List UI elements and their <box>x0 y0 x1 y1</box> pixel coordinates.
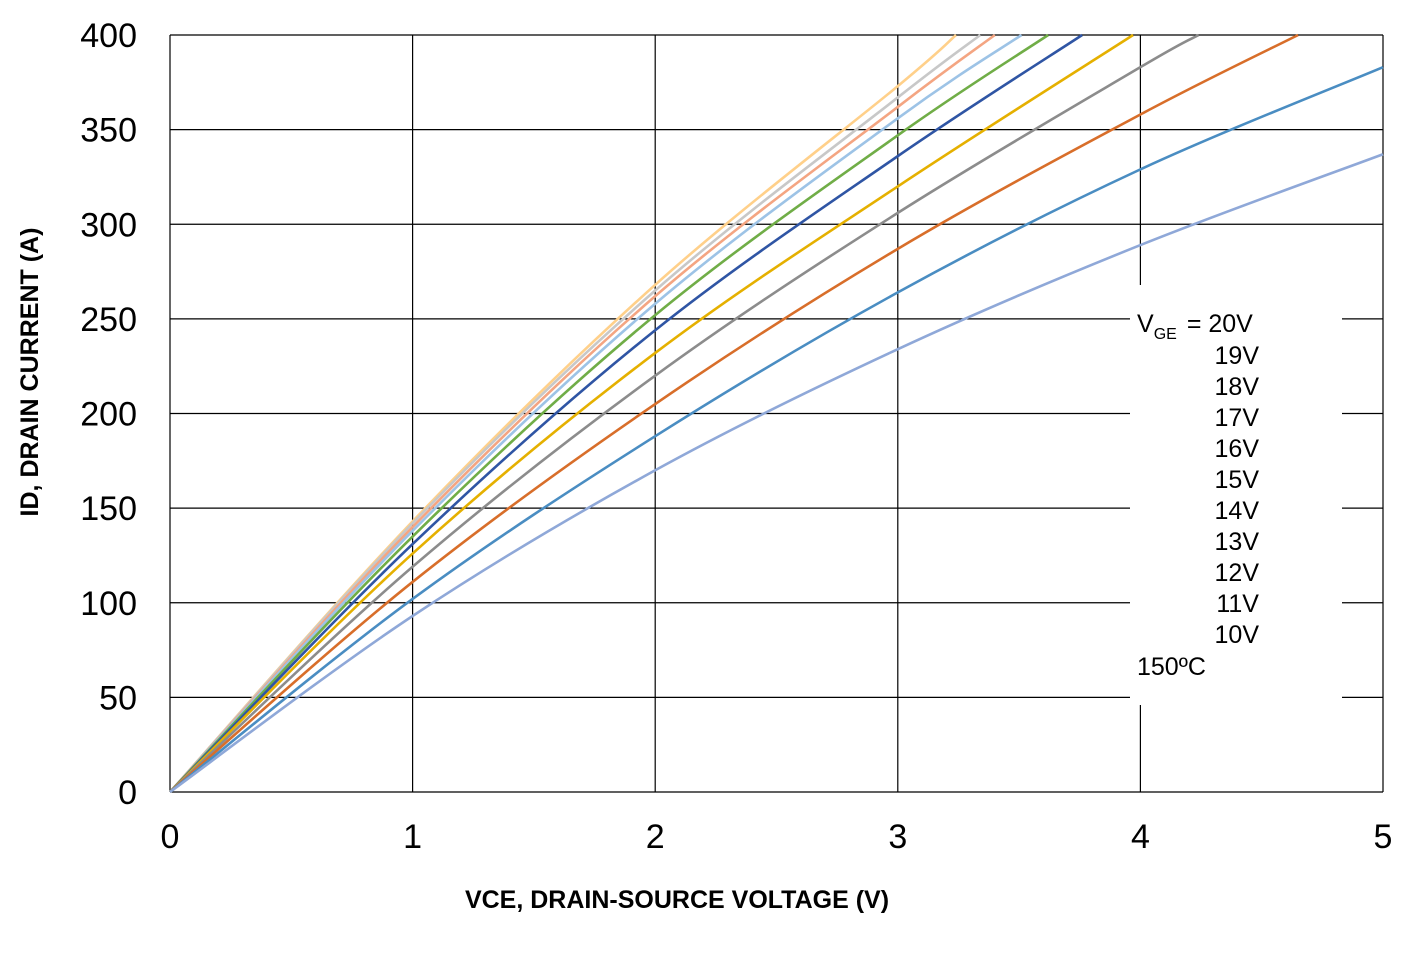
legend-title-eq: = 20V <box>1187 310 1253 338</box>
y-tick-label: 250 <box>80 301 137 339</box>
legend-title-v: V <box>1137 310 1154 338</box>
legend-background <box>1130 285 1342 705</box>
legend-label: 18V <box>1215 373 1260 401</box>
x-tick-label: 1 <box>403 818 422 856</box>
series-line-16v <box>169 33 1049 793</box>
series-line-13v <box>169 33 1200 793</box>
x-tick-label: 4 <box>1131 818 1150 856</box>
legend-label: 16V <box>1215 435 1260 463</box>
legend-label: 11V <box>1216 590 1259 618</box>
series-line-17v <box>169 33 1023 793</box>
x-tick-label: 5 <box>1374 818 1393 856</box>
legend-title-sub: GE <box>1154 326 1177 343</box>
y-tick-label: 0 <box>118 774 137 812</box>
legend: VGE = 20V 19V18V17V16V15V14V13V12V11V10V … <box>1137 310 1259 681</box>
legend-label: 14V <box>1215 497 1260 525</box>
y-tick-label: 50 <box>99 679 137 717</box>
legend-title: VGE = 20V <box>1137 310 1253 343</box>
legend-label: 17V <box>1215 404 1260 432</box>
series-line-14v <box>169 33 1134 793</box>
x-tick-label: 0 <box>161 818 180 856</box>
series-line-19v <box>169 33 982 793</box>
legend-box <box>1130 285 1342 705</box>
y-tick-label: 350 <box>80 112 137 150</box>
tick-labels: 0 50 100 150 200 250 300 350 400 0 1 2 3 4 5 <box>80 17 1392 856</box>
series-line-10v <box>169 153 1384 794</box>
legend-labels: 19V 18V 17V 16V 15V 14V 13V 12V 11V 10V <box>1215 342 1260 649</box>
legend-label: 13V <box>1215 528 1260 556</box>
y-tick-label: 300 <box>80 206 137 244</box>
y-axis-title: ID, DRAIN CURRENT (A) <box>16 228 44 517</box>
x-axis-title: VCE, DRAIN-SOURCE VOLTAGE (V) <box>465 886 889 914</box>
legend-label: 12V <box>1215 559 1260 587</box>
series-line-12v <box>169 33 1299 793</box>
series-lines <box>169 33 1384 794</box>
series-line-11v <box>169 65 1384 794</box>
legend-temperature: 150ºC <box>1137 653 1206 681</box>
legend-label: 10V <box>1215 621 1260 649</box>
x-tick-label: 3 <box>888 818 907 856</box>
series-line-18v <box>169 33 996 793</box>
y-tick-label: 150 <box>80 490 137 528</box>
y-tick-label: 200 <box>80 396 137 434</box>
series-line-15v <box>169 33 1083 793</box>
y-tick-label: 400 <box>80 17 137 55</box>
legend-label: 15V <box>1215 466 1260 494</box>
legend-label: 19V <box>1215 342 1260 370</box>
y-tick-label: 100 <box>80 585 137 623</box>
x-tick-label: 2 <box>646 818 665 856</box>
